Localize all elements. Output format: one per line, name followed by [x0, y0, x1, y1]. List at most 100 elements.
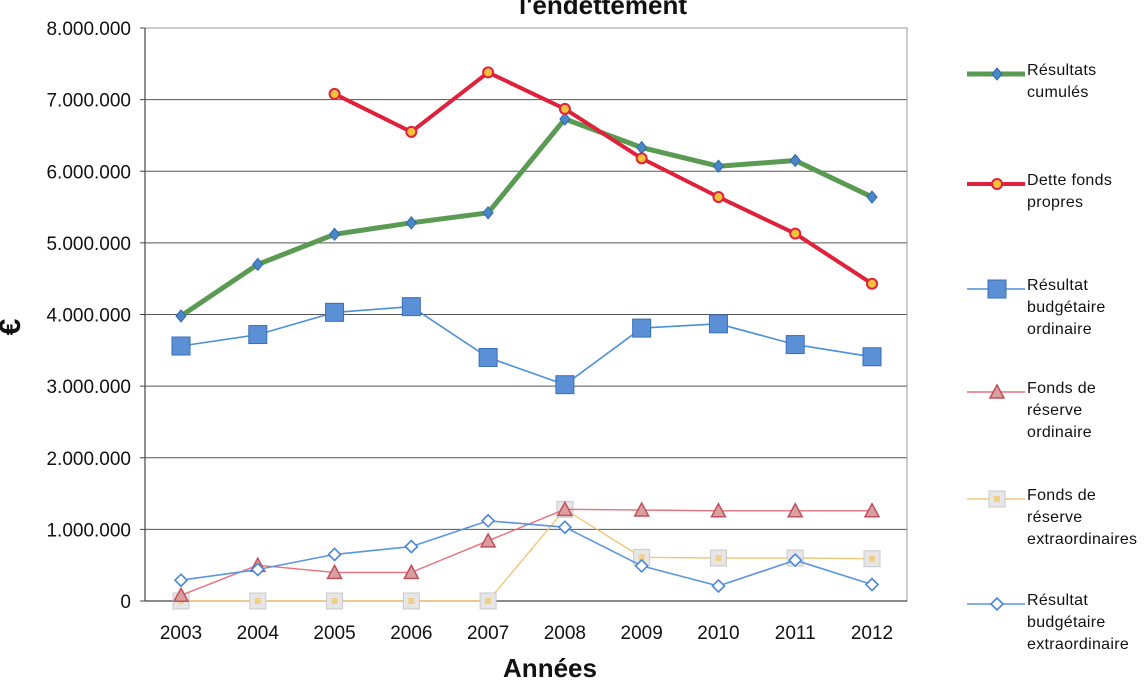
data-point — [478, 347, 498, 367]
data-point — [788, 553, 803, 568]
data-point — [325, 302, 345, 322]
x-tick-label: 2007 — [467, 623, 509, 644]
series-4 — [172, 500, 881, 610]
data-point — [172, 586, 190, 603]
data-point — [989, 596, 1005, 612]
grid-lines — [145, 27, 907, 530]
x-tick-label: 2011 — [775, 623, 816, 644]
y-tick-label: 4.000.000 — [46, 306, 131, 327]
y-tick-label: 8.000.000 — [46, 19, 131, 40]
data-point — [866, 277, 878, 290]
chart-title: l'endettement — [519, 0, 687, 20]
y-tick-label: 0 — [120, 592, 131, 613]
data-point — [636, 140, 648, 155]
x-tick-label: 2008 — [544, 623, 586, 644]
y-tick-label: 2.000.000 — [46, 449, 131, 470]
data-point — [987, 279, 1007, 299]
data-point — [556, 500, 574, 517]
x-tick-label: 2010 — [697, 623, 739, 644]
legend-label-line: extraordinaire — [1027, 636, 1130, 653]
data-point — [401, 297, 421, 317]
data-point — [479, 532, 497, 548]
data-point — [633, 501, 650, 517]
x-tick-label: 2009 — [621, 623, 663, 644]
data-point — [248, 325, 268, 345]
x-axis-label: Années — [503, 653, 597, 683]
data-point — [405, 125, 418, 138]
data-point — [866, 190, 878, 204]
series-0 — [175, 112, 878, 323]
x-tick-label: 2012 — [851, 623, 893, 644]
x-tick-label: 2005 — [313, 623, 355, 644]
data-point — [328, 87, 341, 100]
data-point — [557, 520, 573, 535]
data-point — [479, 592, 497, 610]
legend-label-line: Fonds de — [1027, 487, 1097, 504]
data-point — [559, 112, 571, 126]
legend-label-line: budgétaire — [1027, 614, 1106, 631]
legend-label: Fonds de réserve ordinaire — [1027, 378, 1145, 444]
data-point — [991, 178, 1003, 190]
y-tick-label: 7.000.000 — [46, 91, 131, 112]
data-point — [326, 563, 343, 580]
data-point — [712, 191, 725, 204]
data-point — [558, 102, 571, 115]
legend-label-line: Dette fonds — [1027, 172, 1113, 189]
legend-label-line: Résultats — [1027, 62, 1097, 79]
data-point — [862, 347, 882, 367]
data-point — [249, 592, 267, 610]
data-point — [712, 159, 725, 174]
data-point — [482, 206, 494, 220]
series-2 — [171, 297, 882, 395]
data-point — [711, 578, 726, 594]
data-point — [252, 257, 264, 272]
data-point — [250, 562, 265, 577]
series-1 — [328, 66, 878, 290]
data-point — [175, 309, 187, 323]
data-point — [632, 318, 652, 338]
series-line — [333, 70, 874, 286]
x-tick-label: 2006 — [390, 623, 432, 644]
data-point — [864, 577, 880, 592]
series-line — [180, 305, 873, 386]
series-line — [181, 508, 873, 602]
legend-label-line: réserve — [1027, 509, 1083, 526]
series-line — [179, 116, 874, 318]
data-point — [171, 336, 191, 356]
data-point — [403, 563, 420, 580]
data-point — [634, 558, 649, 574]
data-point — [402, 592, 420, 610]
series-5 — [173, 513, 880, 594]
legend-label-line: Fonds de — [1027, 380, 1097, 397]
data-point — [863, 550, 881, 568]
x-tick-label: 2003 — [160, 623, 202, 644]
legend-label: Fonds de réserve extraordinaires — [1027, 485, 1145, 551]
legend-label-line: Résultat — [1027, 592, 1089, 609]
data-point — [405, 216, 417, 230]
legend-label-line: ordinaire — [1027, 424, 1092, 441]
series-line — [180, 520, 873, 587]
legend-label: Résultat budgétaire extraordinaire — [1027, 590, 1145, 656]
legend-symbol — [967, 279, 1025, 299]
legend-label-line: Résultat — [1027, 277, 1089, 294]
data-point — [708, 314, 728, 334]
legend-label-line: cumulés — [1027, 84, 1089, 101]
data-point — [635, 152, 648, 165]
data-point — [785, 335, 805, 355]
series-line — [180, 508, 872, 596]
y-tick-label: 5.000.000 — [46, 234, 131, 255]
data-point — [404, 539, 419, 554]
data-point — [173, 573, 189, 588]
data-point — [710, 502, 727, 518]
data-point — [327, 547, 342, 562]
legend-label-line: budgétaire — [1027, 299, 1106, 316]
data-point — [789, 227, 802, 240]
data-point — [326, 592, 344, 610]
y-axis-label: € — [0, 318, 27, 335]
legend-label: Dette fonds propres — [1027, 170, 1145, 214]
data-point — [988, 490, 1006, 508]
data-point — [328, 227, 341, 242]
data-point — [988, 383, 1006, 399]
data-point — [709, 549, 727, 567]
